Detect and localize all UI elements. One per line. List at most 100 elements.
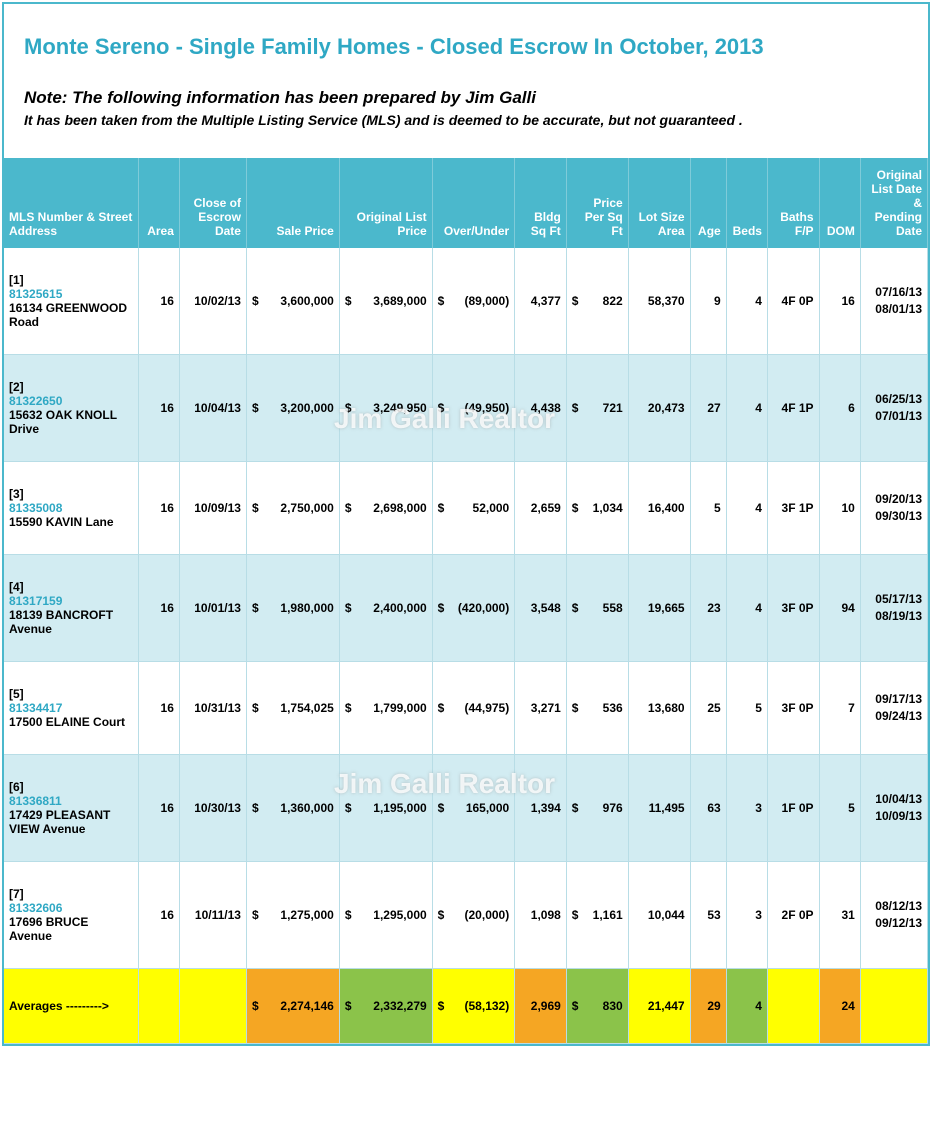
row-index: [3] <box>9 487 24 501</box>
street-address: 17429 PLEASANT VIEW Avenue <box>9 808 110 836</box>
beds-cell: 3 <box>726 862 767 969</box>
dom-cell: 10 <box>819 462 860 555</box>
row-index: [2] <box>9 380 24 394</box>
age-cell: 23 <box>690 555 726 662</box>
over-under-cell: $(89,000) <box>432 248 515 355</box>
sqft-cell: 4,438 <box>515 355 567 462</box>
close-date-cell: 10/31/13 <box>179 662 246 755</box>
dom-cell: 31 <box>819 862 860 969</box>
col-header: Baths F/P <box>767 158 819 248</box>
sqft-cell: 3,548 <box>515 555 567 662</box>
baths-cell: 4F 1P <box>767 355 819 462</box>
list-price-cell: $2,698,000 <box>339 462 432 555</box>
ppsf-cell: $721 <box>566 355 628 462</box>
close-date-cell: 10/01/13 <box>179 555 246 662</box>
baths-cell: 3F 0P <box>767 555 819 662</box>
sqft-cell: 4,377 <box>515 248 567 355</box>
dom-cell: 16 <box>819 248 860 355</box>
dom-cell: 5 <box>819 755 860 862</box>
over-under-cell: $52,000 <box>432 462 515 555</box>
table-row: [2]8132265015632 OAK KNOLL Drive1610/04/… <box>4 355 928 462</box>
baths-cell: 2F 0P <box>767 862 819 969</box>
area-cell: 16 <box>138 462 179 555</box>
baths-cell: 4F 0P <box>767 248 819 355</box>
avg-cell <box>138 969 179 1044</box>
sale-price-cell: $1,980,000 <box>246 555 339 662</box>
ppsf-cell: $822 <box>566 248 628 355</box>
col-header: Area <box>138 158 179 248</box>
report-container: Monte Sereno - Single Family Homes - Clo… <box>2 2 930 1046</box>
street-address: 17500 ELAINE Court <box>9 715 125 729</box>
over-under-cell: $(44,975) <box>432 662 515 755</box>
note-heading: Note: The following information has been… <box>24 88 908 108</box>
list-price-cell: $2,400,000 <box>339 555 432 662</box>
mls-link[interactable]: 81334417 <box>9 701 62 715</box>
area-cell: 16 <box>138 662 179 755</box>
beds-cell: 5 <box>726 662 767 755</box>
mls-link[interactable]: 81335008 <box>9 501 62 515</box>
col-header: Original List Date & Pending Date <box>860 158 927 248</box>
avg-sale: $2,274,146 <box>246 969 339 1044</box>
mls-cell: [6]8133681117429 PLEASANT VIEW Avenue <box>4 755 138 862</box>
mls-cell: [3]8133500815590 KAVIN Lane <box>4 462 138 555</box>
close-date-cell: 10/02/13 <box>179 248 246 355</box>
lot-cell: 11,495 <box>628 755 690 862</box>
age-cell: 25 <box>690 662 726 755</box>
col-header: Lot Size Area <box>628 158 690 248</box>
sale-price-cell: $1,360,000 <box>246 755 339 862</box>
mls-link[interactable]: 81322650 <box>9 394 62 408</box>
sqft-cell: 1,098 <box>515 862 567 969</box>
mls-cell: [1]8132561516134 GREENWOOD Road <box>4 248 138 355</box>
page-title: Monte Sereno - Single Family Homes - Clo… <box>24 34 908 60</box>
mls-link[interactable]: 81332606 <box>9 901 62 915</box>
list-price-cell: $1,195,000 <box>339 755 432 862</box>
col-header: MLS Number & Street Address <box>4 158 138 248</box>
avg-dom: 24 <box>819 969 860 1044</box>
mls-link[interactable]: 81317159 <box>9 594 62 608</box>
list-price-cell: $3,249,950 <box>339 355 432 462</box>
street-address: 16134 GREENWOOD Road <box>9 301 127 329</box>
col-header: Age <box>690 158 726 248</box>
beds-cell: 4 <box>726 555 767 662</box>
avg-lot: 21,447 <box>628 969 690 1044</box>
sqft-cell: 1,394 <box>515 755 567 862</box>
age-cell: 63 <box>690 755 726 862</box>
row-index: [7] <box>9 887 24 901</box>
sale-price-cell: $1,754,025 <box>246 662 339 755</box>
street-address: 15632 OAK KNOLL Drive <box>9 408 117 436</box>
dates-cell: 08/12/1309/12/13 <box>860 862 927 969</box>
dates-cell: 10/04/1310/09/13 <box>860 755 927 862</box>
ppsf-cell: $1,034 <box>566 462 628 555</box>
dates-cell: 07/16/1308/01/13 <box>860 248 927 355</box>
beds-cell: 4 <box>726 462 767 555</box>
close-date-cell: 10/30/13 <box>179 755 246 862</box>
age-cell: 53 <box>690 862 726 969</box>
baths-cell: 3F 0P <box>767 662 819 755</box>
area-cell: 16 <box>138 555 179 662</box>
over-under-cell: $(420,000) <box>432 555 515 662</box>
lot-cell: 19,665 <box>628 555 690 662</box>
row-index: [4] <box>9 580 24 594</box>
avg-list: $2,332,279 <box>339 969 432 1044</box>
street-address: 18139 BANCROFT Avenue <box>9 608 113 636</box>
col-header: DOM <box>819 158 860 248</box>
mls-link[interactable]: 81325615 <box>9 287 62 301</box>
note-subheading: It has been taken from the Multiple List… <box>24 112 908 128</box>
list-price-cell: $1,295,000 <box>339 862 432 969</box>
over-under-cell: $165,000 <box>432 755 515 862</box>
mls-link[interactable]: 81336811 <box>9 794 62 808</box>
area-cell: 16 <box>138 355 179 462</box>
table-row: [7]8133260617696 BRUCE Avenue1610/11/13$… <box>4 862 928 969</box>
age-cell: 9 <box>690 248 726 355</box>
avg-cell <box>860 969 927 1044</box>
street-address: 17696 BRUCE Avenue <box>9 915 88 943</box>
avg-sqft: 2,969 <box>515 969 567 1044</box>
col-header: Close of Escrow Date <box>179 158 246 248</box>
area-cell: 16 <box>138 862 179 969</box>
ppsf-cell: $1,161 <box>566 862 628 969</box>
beds-cell: 4 <box>726 355 767 462</box>
table-row: [5]8133441717500 ELAINE Court1610/31/13$… <box>4 662 928 755</box>
list-price-cell: $3,689,000 <box>339 248 432 355</box>
sqft-cell: 2,659 <box>515 462 567 555</box>
over-under-cell: $(20,000) <box>432 862 515 969</box>
